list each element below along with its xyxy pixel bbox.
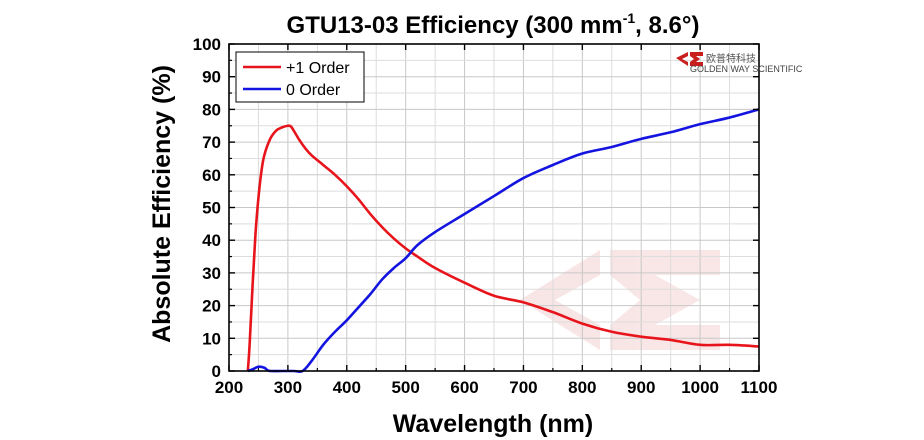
- legend-label-0-order: 0 Order: [286, 82, 341, 99]
- legend-box: [235, 51, 365, 103]
- y-tick-label: 10: [202, 329, 221, 348]
- y-tick-label: 70: [202, 133, 221, 152]
- chart-title-main: GTU13-03 Efficiency (300 mm: [287, 12, 623, 39]
- y-tick-label: 80: [202, 100, 221, 119]
- y-tick-label: 20: [202, 297, 221, 316]
- chart-title: GTU13-03 Efficiency (300 mm-1, 8.6°): [287, 10, 700, 39]
- y-tick-label: 40: [202, 231, 221, 250]
- x-tick-label: 1100: [741, 378, 778, 397]
- brand-name-en: GOLDEN WAY SCIENTIFIC: [690, 64, 803, 74]
- x-tick-label: 900: [627, 378, 655, 397]
- x-tick-label: 400: [333, 378, 361, 397]
- y-tick-label: 50: [202, 199, 221, 218]
- x-tick-label: 600: [450, 378, 478, 397]
- y-tick-labels: 0 10 20 30 40 50 60 70 80 90 100: [193, 35, 221, 381]
- x-tick-label: 500: [391, 378, 419, 397]
- brand-logo-icon: [676, 52, 703, 66]
- x-axis-title: Wavelength (nm): [393, 410, 593, 438]
- y-tick-label: 60: [202, 166, 221, 185]
- brand-logo: 欧普特科技 GOLDEN WAY SCIENTIFIC: [676, 52, 803, 74]
- legend: +1 Order 0 Order: [235, 51, 365, 103]
- chart-title-superscript: -1: [623, 10, 636, 26]
- x-tick-label: 1000: [681, 378, 719, 397]
- x-tick-label: 700: [509, 378, 537, 397]
- axis-ticks: [228, 43, 760, 372]
- watermark-logo-icon: [520, 250, 720, 350]
- y-tick-label: 90: [202, 68, 221, 87]
- x-tick-labels: 200 300 400 500 600 700 800 900 1000 1100: [215, 378, 778, 397]
- y-axis-title: Absolute Efficiency (%): [148, 65, 176, 343]
- x-tick-label: 800: [568, 378, 596, 397]
- y-tick-label: 30: [202, 264, 221, 283]
- x-tick-label: 200: [215, 378, 243, 397]
- y-tick-label: 100: [193, 35, 221, 54]
- legend-label-plus1-order: +1 Order: [286, 60, 350, 77]
- x-tick-label: 300: [274, 378, 302, 397]
- brand-name-cn: 欧普特科技: [706, 52, 756, 65]
- chart-title-end: , 8.6°): [635, 12, 699, 39]
- grid-lines: [229, 44, 759, 371]
- series-line-plus1-order: [246, 124, 760, 372]
- y-tick-label: 0: [212, 362, 221, 381]
